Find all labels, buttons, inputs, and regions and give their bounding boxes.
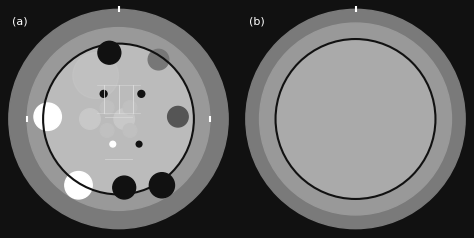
Circle shape: [80, 109, 100, 129]
Circle shape: [79, 62, 101, 85]
Circle shape: [275, 39, 436, 199]
Circle shape: [73, 53, 118, 99]
Circle shape: [100, 101, 114, 114]
Text: (a): (a): [12, 16, 28, 26]
Circle shape: [43, 44, 194, 194]
Circle shape: [34, 103, 61, 130]
Circle shape: [113, 176, 136, 199]
Circle shape: [260, 23, 451, 215]
Circle shape: [110, 141, 116, 147]
Circle shape: [98, 41, 121, 64]
Circle shape: [246, 9, 465, 229]
Circle shape: [114, 109, 135, 129]
Text: (b): (b): [249, 16, 265, 26]
Circle shape: [149, 173, 174, 198]
Circle shape: [9, 9, 228, 229]
Circle shape: [123, 101, 137, 114]
Circle shape: [100, 90, 107, 97]
Circle shape: [168, 106, 188, 127]
Circle shape: [138, 90, 145, 97]
Circle shape: [123, 124, 137, 137]
Circle shape: [65, 172, 92, 199]
Circle shape: [136, 141, 142, 147]
Circle shape: [148, 49, 169, 70]
Circle shape: [27, 28, 210, 210]
Circle shape: [100, 124, 114, 137]
